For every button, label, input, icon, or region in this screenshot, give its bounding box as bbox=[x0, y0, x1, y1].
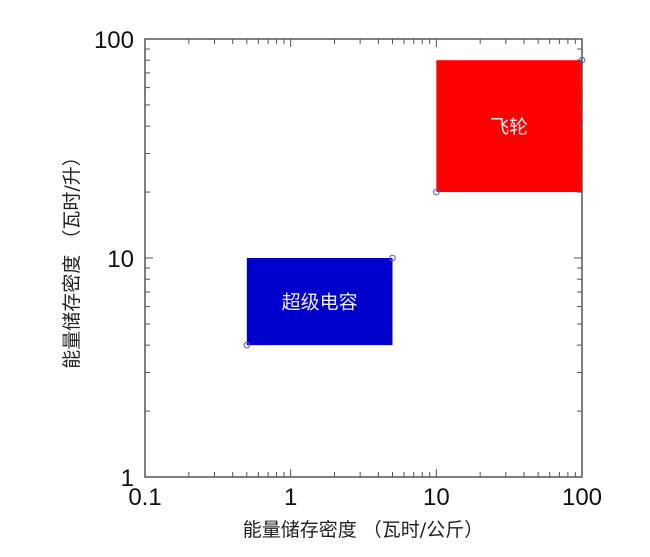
regions-layer: 超级电容 飞轮 bbox=[246, 60, 582, 346]
x-axis-title: 能量储存密度 （瓦时/公斤） bbox=[243, 519, 483, 541]
region-label: 超级电容 bbox=[282, 292, 358, 314]
data-point-marker bbox=[389, 254, 396, 262]
data-point-marker bbox=[243, 341, 251, 349]
y-tick-label: 100 bbox=[94, 27, 134, 54]
region-0 bbox=[246, 258, 393, 346]
region-label: 飞轮 bbox=[490, 116, 528, 138]
region-1 bbox=[436, 60, 582, 193]
x-tick-label: 0.1 bbox=[128, 484, 161, 511]
plot-frame bbox=[144, 38, 583, 478]
data-point-marker bbox=[433, 188, 440, 196]
x-tick-label: 100 bbox=[562, 484, 602, 511]
y-axis-title: 能量储存密度 （瓦时/升） bbox=[61, 147, 83, 368]
x-tick-label: 1 bbox=[284, 484, 297, 511]
y-tick-label: 1 bbox=[121, 465, 134, 492]
y-tick-label: 10 bbox=[107, 246, 134, 273]
x-tick-label: 10 bbox=[423, 484, 450, 511]
